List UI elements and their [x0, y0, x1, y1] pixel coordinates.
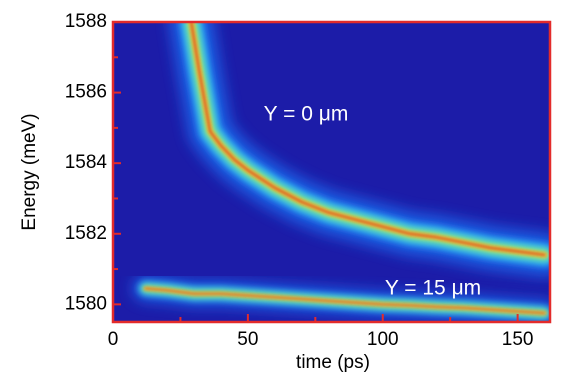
- plot-area: [132, 22, 550, 322]
- y-axis-label: Energy (meV): [19, 113, 40, 230]
- series-line: [189, 22, 547, 257]
- x-tick-label: 100: [367, 329, 399, 350]
- y-tick-label: 1582: [65, 223, 107, 244]
- series-label: Y = 15 μm: [385, 277, 481, 300]
- x-tick-label: 150: [502, 329, 534, 350]
- y-tick-label: 1580: [65, 293, 107, 314]
- series-label: Y = 0 μm: [264, 103, 349, 126]
- x-tick-label: 0: [108, 329, 119, 350]
- y-tick-label: 1584: [65, 152, 108, 173]
- plot-frame: [111, 20, 552, 324]
- y-tick-label: 1588: [65, 11, 107, 32]
- x-axis-label: time (ps): [296, 352, 370, 373]
- y-tick-label: 1586: [65, 82, 107, 103]
- x-tick-label: 50: [237, 329, 258, 350]
- series-line: [144, 287, 546, 315]
